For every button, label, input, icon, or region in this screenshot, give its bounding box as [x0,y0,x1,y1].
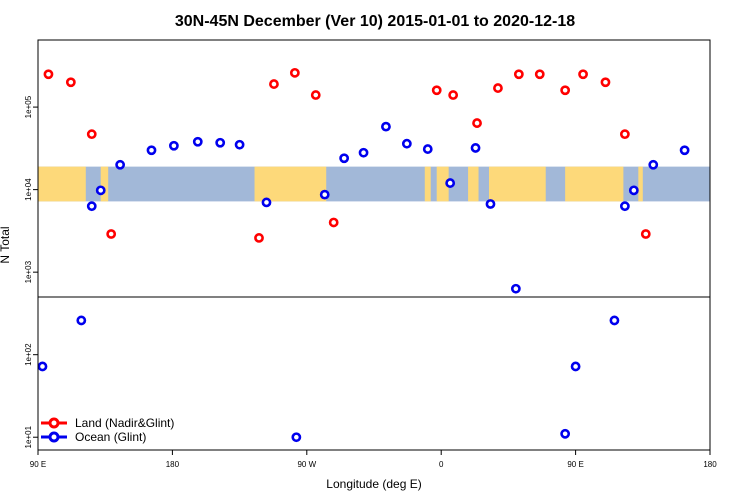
ocean-point [609,315,620,326]
chart-title: 30N-45N December (Ver 10) 2015-01-01 to … [175,13,575,30]
ocean-point [234,139,245,150]
y-tick-label: 1e+03 [24,260,33,283]
ocean-point [445,178,456,188]
land-point [578,69,588,80]
x-axis-title: Longitude (deg E) [326,477,421,491]
ocean-point [339,153,350,164]
land-point [600,77,611,88]
map-land [488,166,546,202]
map-land [424,166,431,202]
land-point [431,85,442,96]
map-land [100,166,109,202]
x-tick-label: 180 [703,460,717,469]
ocean-point [168,140,179,151]
land-point [43,69,54,80]
ocean-point [319,189,330,200]
land-point [65,77,76,88]
map-land [565,166,624,202]
ocean-point [215,137,226,148]
land-point [310,90,321,100]
ocean-point [679,145,690,156]
ocean-point [76,315,87,326]
ocean-point [648,159,659,170]
x-tick-label: 180 [166,460,180,469]
ocean-point [115,159,126,170]
y-axis-ticks: 1e+01 1e+02 1e+03 1e+04 1e+05 [24,95,38,448]
y-tick-label: 1e+05 [24,95,33,118]
land-point [269,79,279,89]
x-tick-label: 0 [439,460,444,469]
land-point [534,69,545,80]
x-tick-label: 90 E [30,460,46,469]
y-tick-label: 1e+04 [24,178,33,201]
legend-land-label: Land (Nadir&Glint) [75,416,174,430]
ocean-point [485,199,496,209]
land-point [106,229,117,239]
x-tick-label: 90 W [297,460,316,469]
ocean-point [628,185,639,196]
y-tick-label: 1e+02 [24,343,33,366]
land-point [289,67,300,78]
ocean-point [358,147,369,158]
land-point [328,217,339,228]
land-point [619,129,630,140]
x-tick-label: 90 E [567,460,583,469]
ocean-point [261,197,272,208]
ocean-point [86,201,97,212]
ocean-point [470,143,481,153]
ocean-point [381,121,391,132]
legend-land-marker [48,417,60,429]
plot-frame [37,39,711,451]
map-land [638,166,643,202]
y-axis-title: N Total [0,226,12,263]
ocean-point [619,201,630,212]
map-land [254,166,327,202]
land-point [254,233,264,243]
world-map-strip [38,166,710,202]
land-point [448,90,459,100]
ocean-point [570,361,581,372]
ocean-point [560,428,571,439]
land-point [86,129,97,140]
ocean-point [291,432,302,443]
ocean-point [146,145,157,156]
land-point [560,85,571,96]
legend-ocean-marker [48,431,60,443]
ocean-point [37,361,48,372]
land-point [472,118,482,128]
x-axis-ticks: 90 E 180 90 W 0 90 E 180 [30,450,717,469]
y-tick-label: 1e+01 [24,425,33,448]
ocean-point [401,138,412,149]
map-land [468,166,479,202]
ocean-point [422,144,433,154]
ocean-point [510,283,521,294]
map-land [436,166,449,202]
land-point [513,69,524,80]
ocean-point [95,185,106,196]
land-point [493,83,503,93]
ocean-point [192,136,203,147]
legend: Land (Nadir&Glint) Ocean (Glint) [41,416,174,444]
data-points [37,67,690,443]
land-point [640,229,651,239]
legend-ocean-label: Ocean (Glint) [75,430,146,444]
map-land [38,166,86,202]
